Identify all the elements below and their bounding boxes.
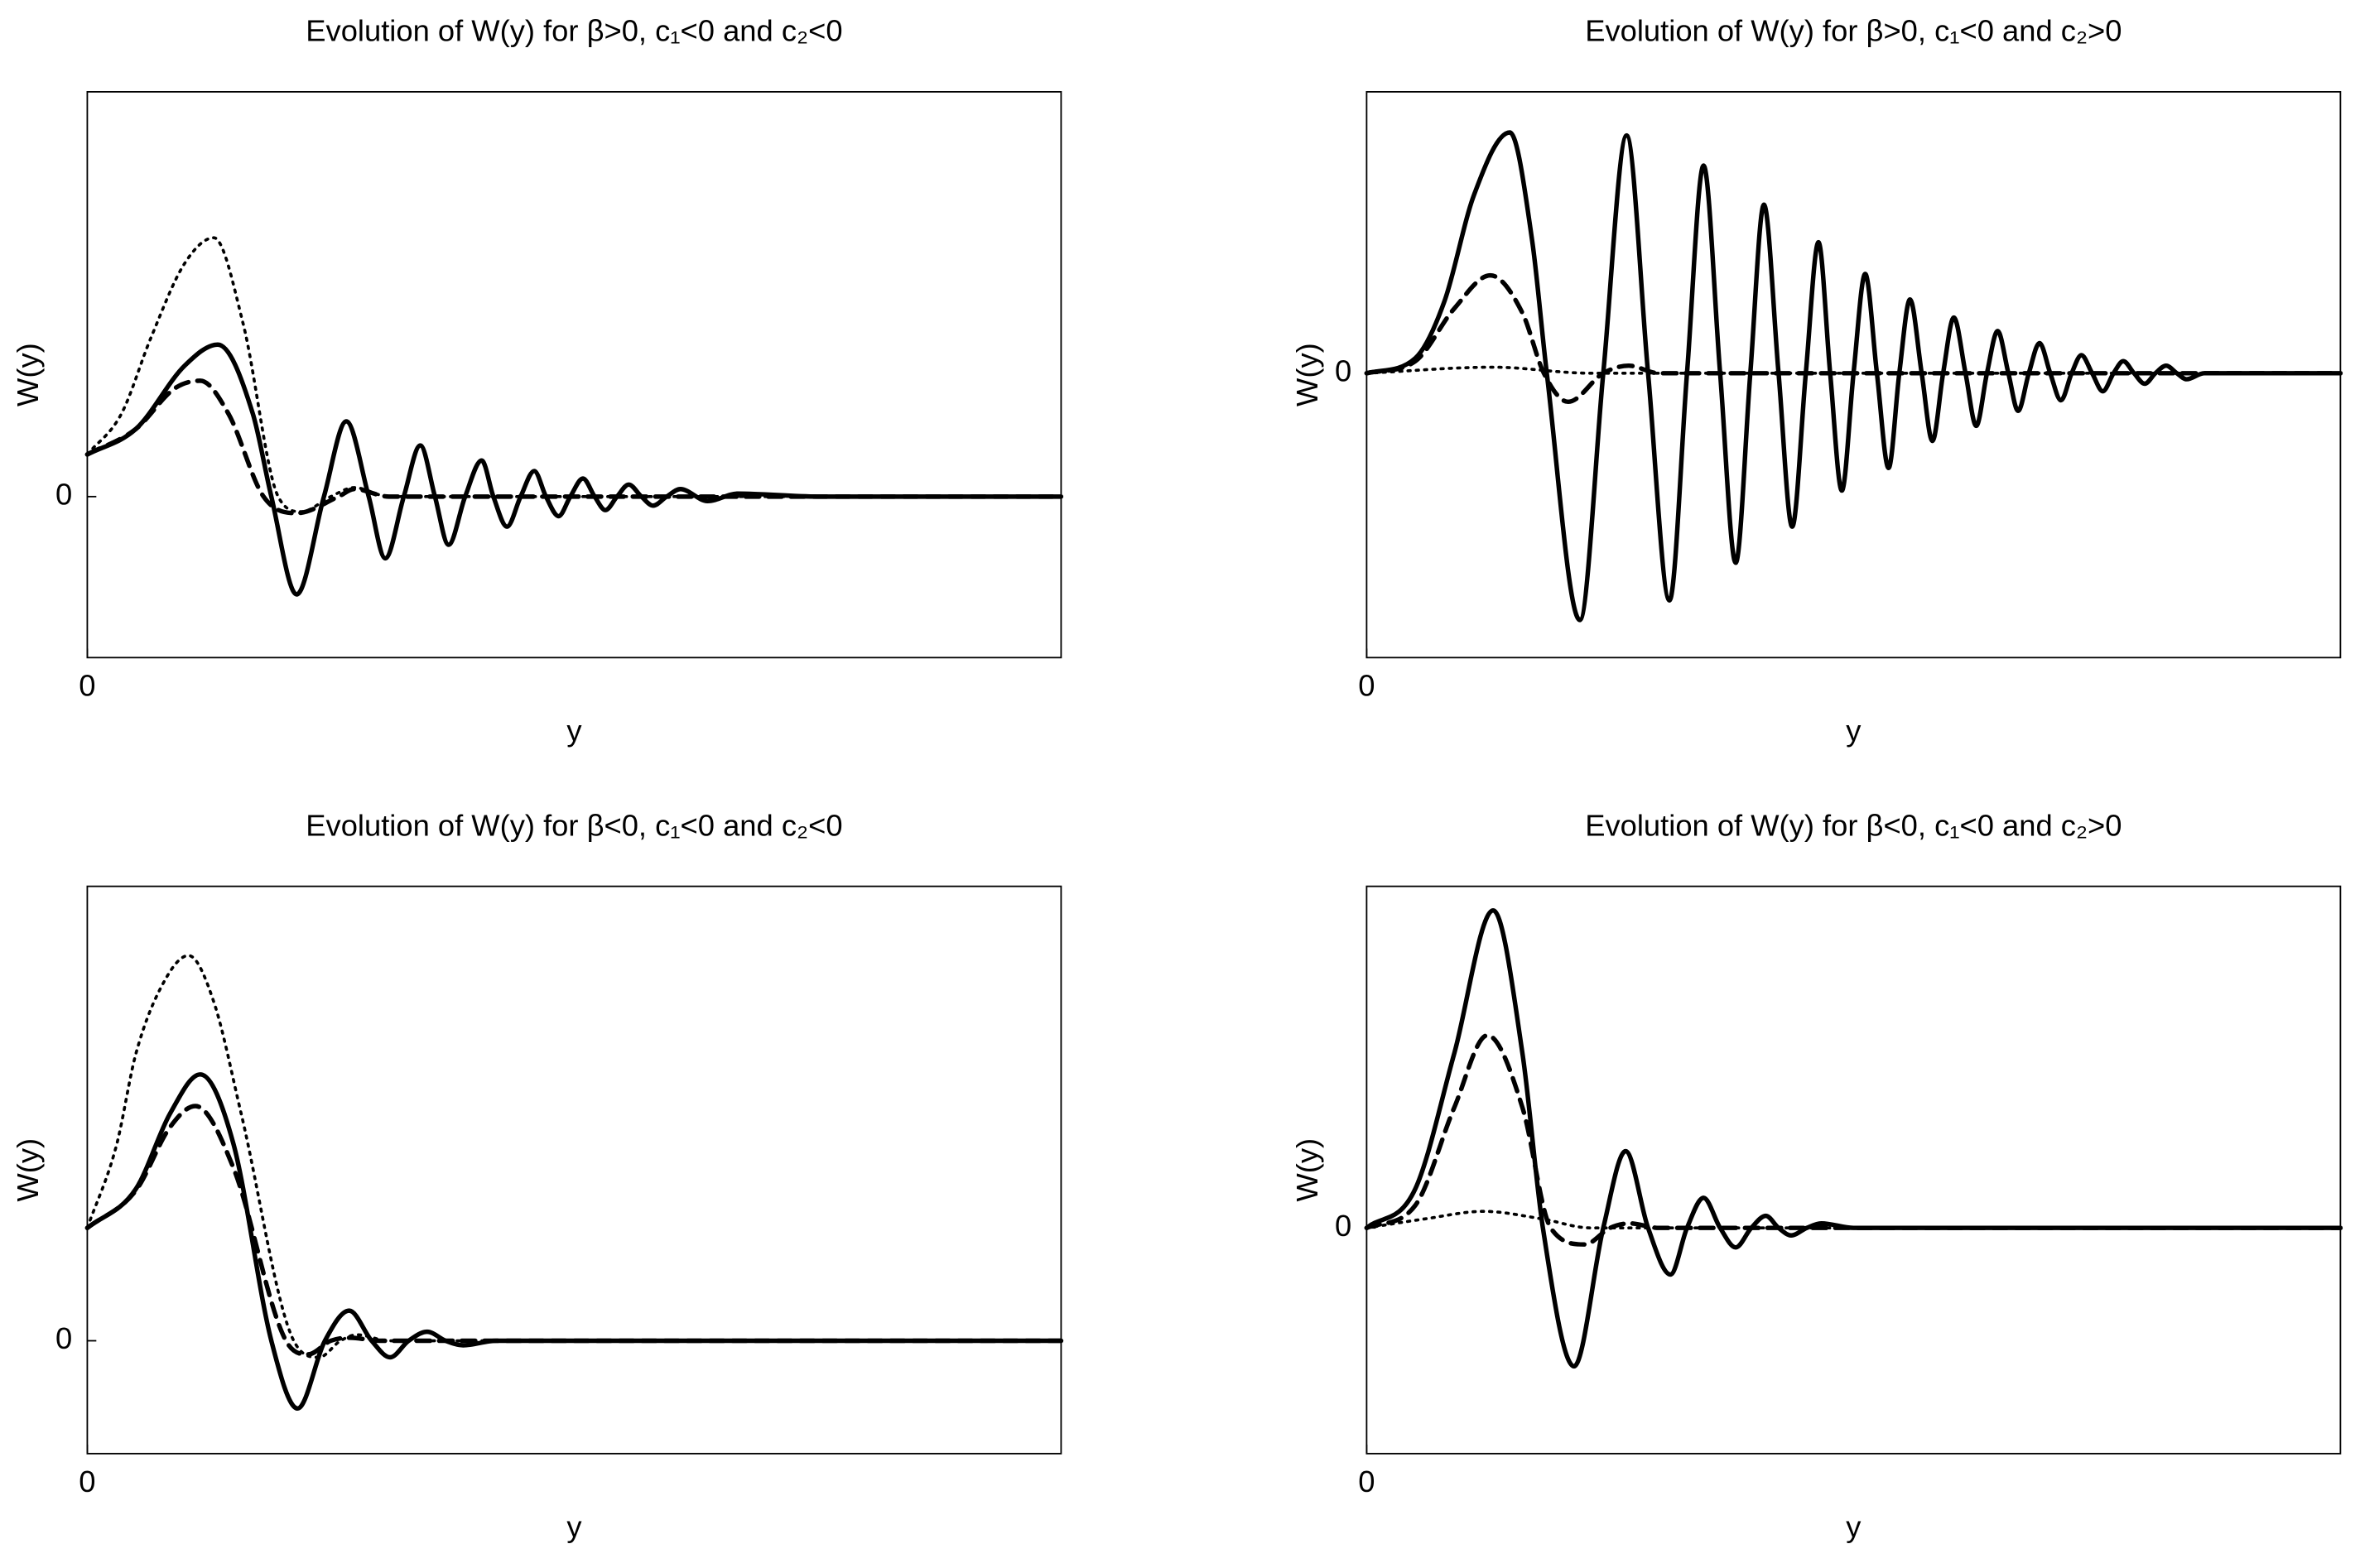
subplot-title: Evolution of W(y) for β>0, c₁<0 and c₂<0 — [306, 14, 842, 48]
line-series — [1365, 365, 2343, 375]
x-tick-label: 0 — [1358, 668, 1375, 702]
line-series — [84, 342, 1064, 597]
plot-frame — [86, 90, 1062, 659]
subplot: Evolution of W(y) for β>0, c₁<0 and c₂>0… — [1290, 14, 2343, 748]
y-axis-label: W(y) — [11, 343, 45, 406]
line-series — [85, 954, 1063, 1359]
line-series — [84, 378, 1064, 516]
x-tick-label: 0 — [79, 668, 95, 702]
line-series — [1365, 1210, 2343, 1230]
x-axis-label: y — [1846, 1509, 1862, 1543]
line-series — [1364, 907, 2343, 1369]
y-axis-label: W(y) — [1290, 343, 1324, 406]
subplot-title: Evolution of W(y) for β<0, c₁<0 and c₂>0 — [1585, 808, 2122, 842]
x-axis-label: y — [566, 1509, 582, 1543]
subplot-title: Evolution of W(y) for β<0, c₁<0 and c₂<0 — [306, 808, 842, 842]
subplot: Evolution of W(y) for β<0, c₁<0 and c₂<0… — [11, 808, 1064, 1543]
plot-frame — [86, 885, 1062, 1455]
x-tick-label: 0 — [79, 1465, 95, 1498]
plot-frame — [1365, 885, 2342, 1455]
subplot: Evolution of W(y) for β>0, c₁<0 and c₂<0… — [11, 14, 1064, 748]
plot-frame — [1365, 90, 2342, 659]
line-series — [85, 236, 1063, 513]
y-axis-label: W(y) — [11, 1138, 45, 1202]
line-series — [1364, 130, 2343, 623]
subplot: Evolution of W(y) for β<0, c₁<0 and c₂>0… — [1290, 808, 2343, 1543]
y-tick-label: 0 — [55, 1321, 72, 1355]
subplot-title: Evolution of W(y) for β>0, c₁<0 and c₂>0 — [1585, 14, 2122, 48]
x-axis-label: y — [566, 714, 582, 748]
y-tick-label: 0 — [1335, 1209, 1351, 1243]
y-tick-label: 0 — [1335, 354, 1351, 387]
x-tick-label: 0 — [1358, 1465, 1375, 1498]
line-series — [84, 1072, 1064, 1412]
line-series — [1364, 1032, 2343, 1247]
y-axis-label: W(y) — [1290, 1138, 1324, 1202]
y-tick-label: 0 — [55, 477, 72, 511]
x-axis-label: y — [1846, 714, 1862, 748]
